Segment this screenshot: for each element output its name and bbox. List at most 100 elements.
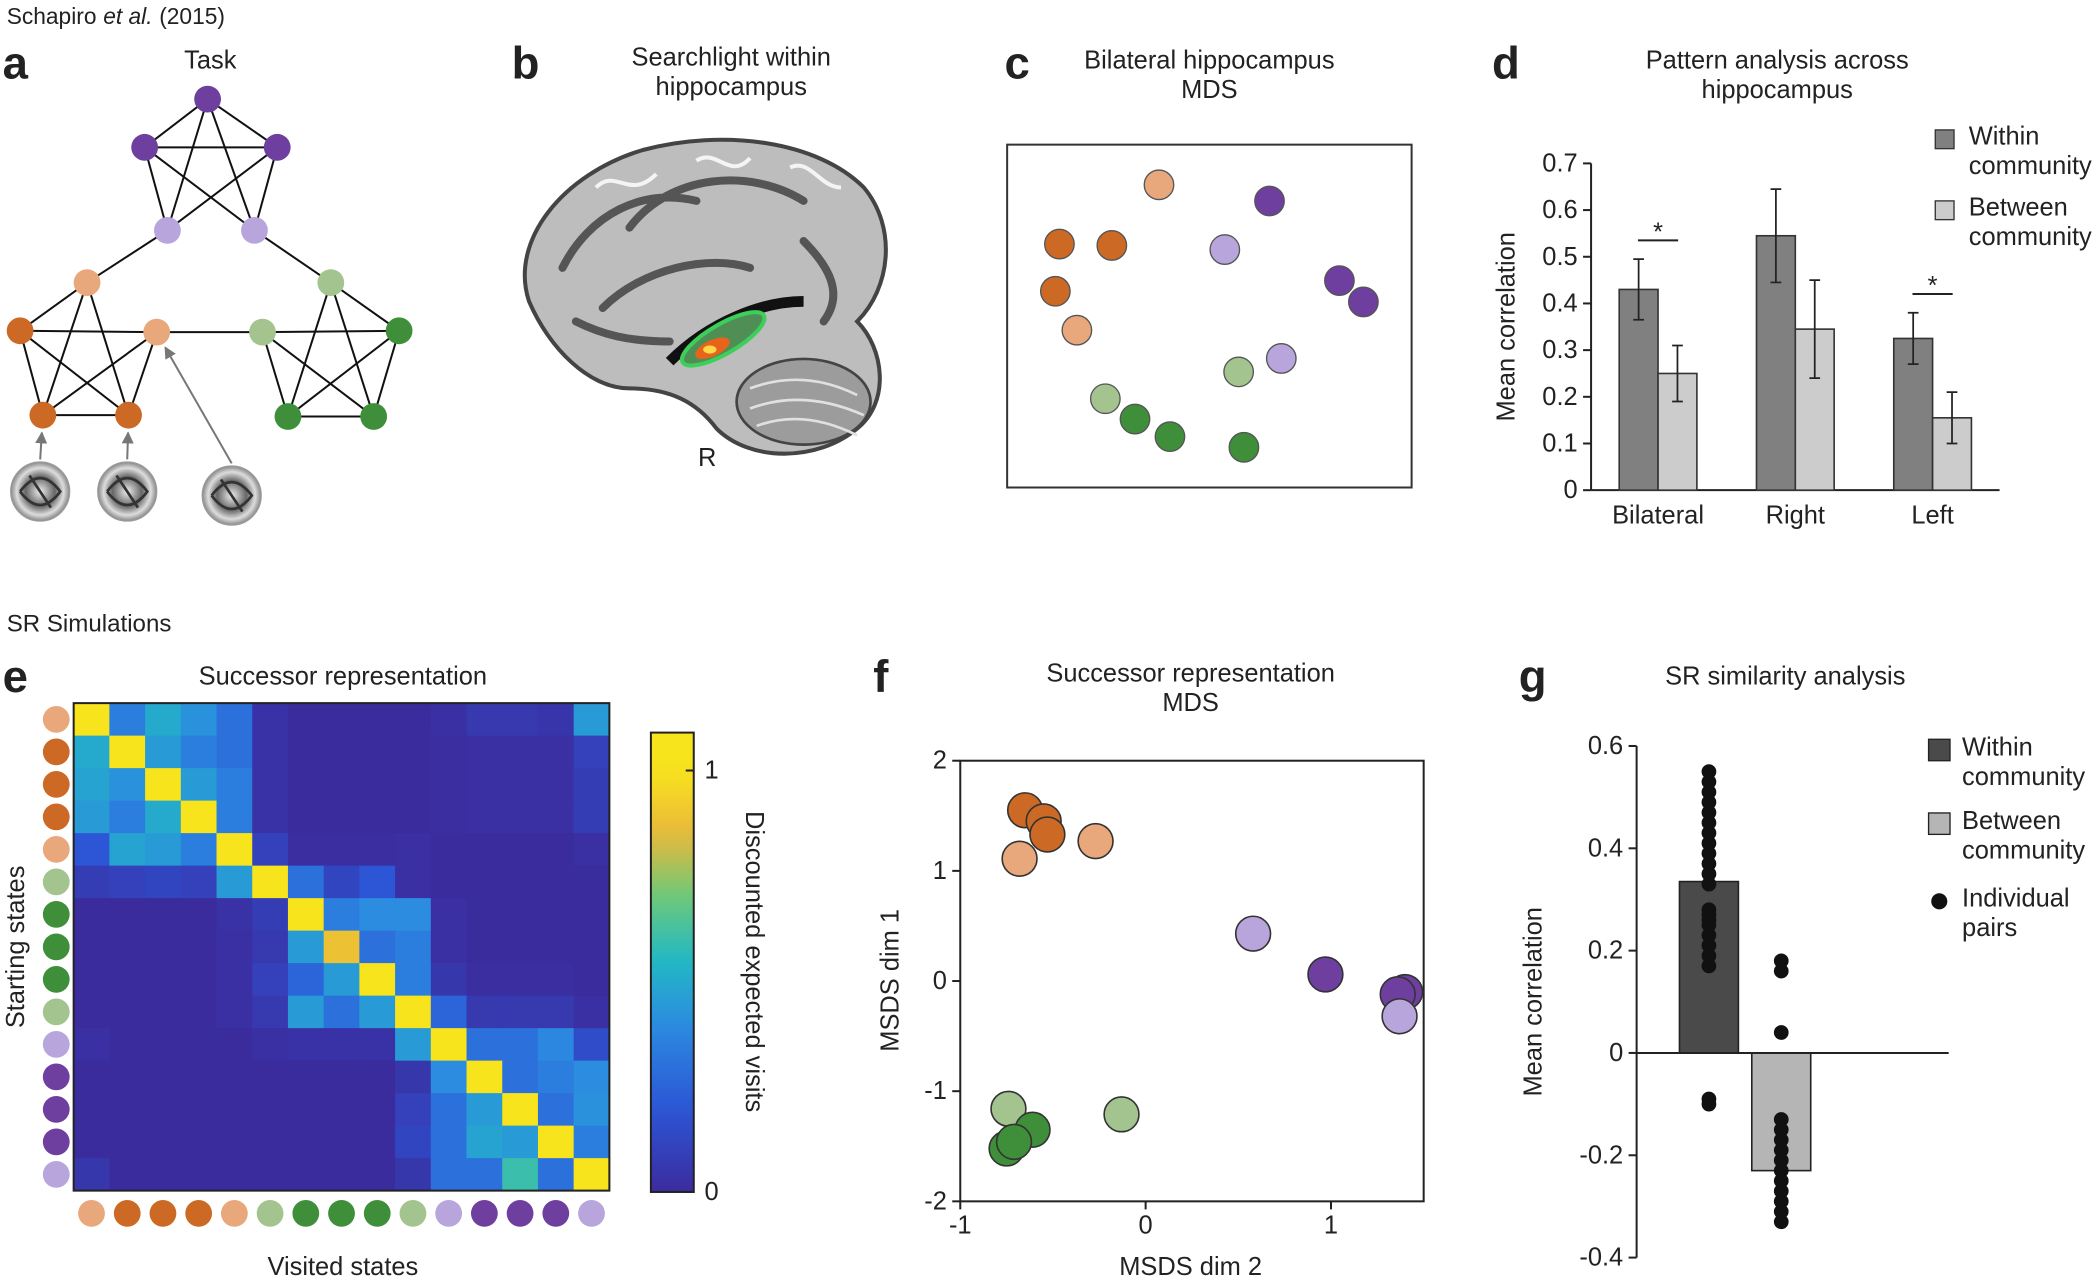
heatmap-cell [359,1158,396,1192]
heatmap-cell [395,930,432,964]
heatmap-cell [145,1158,182,1192]
legend-swatch [1934,129,1955,150]
mds-point [1228,431,1260,463]
heatmap-cell [537,1060,575,1094]
heatmap-cell [537,768,575,802]
y-tick-label: 0.3 [1542,336,1577,364]
heatmap-cell [573,768,610,802]
mds-point [1089,383,1121,415]
x-tick-label: -1 [949,1211,972,1239]
x-tick-label: 0 [1139,1211,1153,1239]
heatmap-cell [502,1158,539,1192]
heatmap-cell [466,1158,503,1192]
mds-point [1143,169,1175,201]
heatmap-cell [430,1125,467,1159]
heatmap-cell [180,833,217,867]
state-marker [220,1200,248,1227]
network-node [274,403,302,430]
chart-title: Bilateral hippocampus MDS [1084,46,1335,105]
x-tick-label: Left [1911,502,1953,530]
scatter-point [1077,822,1114,860]
state-marker [113,1200,141,1227]
network-node [263,133,291,161]
heatmap-cell [430,995,467,1029]
heatmap-cell [109,1028,146,1062]
heatmap-cell [359,1125,396,1159]
heatmap-cell [216,1093,253,1127]
heatmap-cell [252,1028,289,1062]
heatmap-cell [430,800,467,834]
scatter-point [1381,998,1418,1035]
heatmap-cell [216,1158,253,1192]
error-bar [1809,279,1821,380]
heatmap-cell [287,1125,325,1159]
heatmap-cell [359,768,396,802]
heatmap-cell [323,963,360,997]
heatmap-cell [73,865,110,899]
heatmap-cell [502,865,539,899]
colorbar-tick-label: 0 [704,1178,718,1206]
state-marker [42,1128,70,1156]
heatmap-cell [287,963,325,997]
pair-point [1773,963,1789,979]
plot-frame [72,702,611,1192]
panel-letter: f [873,651,889,702]
scatter-point [1307,956,1344,993]
heatmap-cell [573,1093,610,1127]
pair-point [1701,764,1717,779]
network-node [143,318,171,346]
x-axis-label: Visited states [267,1253,418,1281]
heatmap-cell [359,703,396,737]
heatmap-cell [145,1093,182,1127]
y-tick-label: -1 [924,1077,947,1105]
heatmap-cell [145,735,182,769]
heatmap-cell [395,800,432,834]
heatmap-cell [502,703,539,737]
state-marker [78,1200,105,1227]
network-edge [207,98,278,149]
heatmap-cell [502,898,539,932]
heatmap-cell [73,1158,110,1192]
heatmap-cell [73,800,110,834]
heatmap-cell [216,833,253,867]
heatmap-cell [359,995,396,1029]
pair-point [1773,1025,1789,1040]
network-edge [19,281,88,332]
heatmap-cell [573,930,610,964]
legend-swatch [1927,738,1951,762]
y-tick-label: 0.6 [1542,196,1577,224]
pair-point [1773,1183,1789,1199]
stimulus-arrow [35,431,48,460]
legend-swatch [1927,812,1951,836]
heatmap-cell [109,768,146,802]
network-edge [261,331,375,418]
mds-point [1254,185,1285,217]
panel-title: Searchlight within hippocampus [631,44,831,102]
y-tick-label: 0.2 [1542,383,1577,411]
heatmap-cell [573,703,610,737]
scatter-point [1103,1096,1140,1133]
heatmap-cell [73,703,110,737]
heatmap-cell [145,768,182,802]
error-bar [1946,391,1958,445]
heatmap-cell [573,995,610,1029]
heatmap-cell [430,930,467,964]
heatmap-cell [395,1028,432,1062]
network-edge [86,229,168,284]
heatmap-cell [573,1125,610,1159]
scatter-point [1001,840,1038,877]
state-marker [42,998,70,1026]
state-marker [42,1160,70,1188]
heatmap-cell [395,1093,432,1127]
state-marker [42,1063,70,1091]
y-tick-label: 0.1 [1542,429,1577,457]
mds-point [1044,228,1075,260]
heatmap-cell [537,995,575,1029]
network-node [29,401,57,429]
state-marker [578,1200,605,1227]
heatmap-cell [502,963,539,997]
heatmap-cell [180,930,217,964]
heatmap-cell [145,930,182,964]
heatmap-cell [466,833,503,867]
